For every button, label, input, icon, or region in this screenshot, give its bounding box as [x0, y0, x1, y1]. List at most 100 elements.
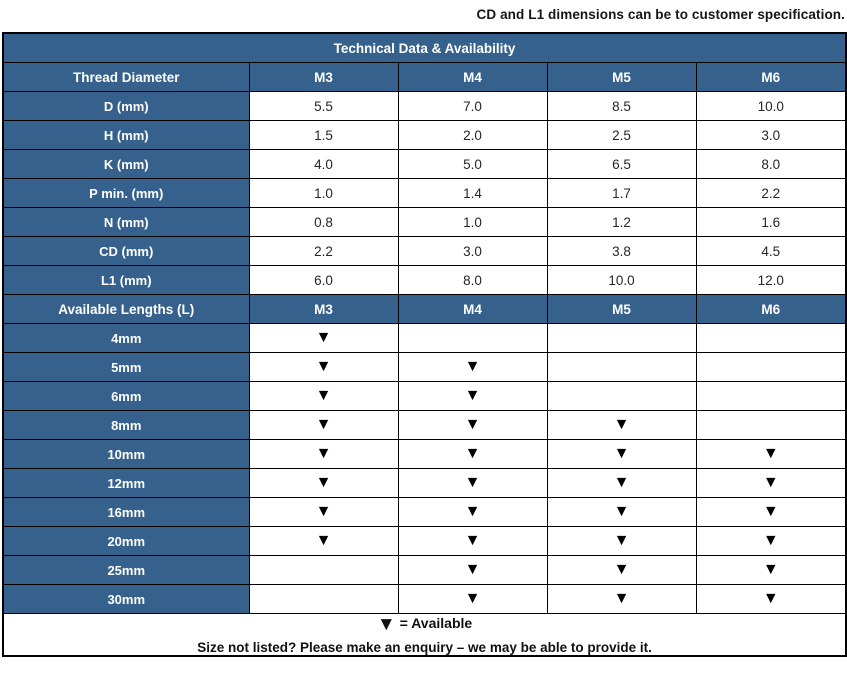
dim-row-label: N (mm): [2, 207, 250, 237]
column-header-m4: M4: [397, 294, 548, 324]
availability-cell: ▼: [695, 555, 847, 585]
availability-cell: [695, 381, 847, 411]
column-header-m6: M6: [695, 62, 847, 92]
availability-cell: [248, 584, 399, 614]
dim-value-cell: 10.0: [546, 265, 697, 295]
length-row-label: 25mm: [2, 555, 250, 585]
length-row-label: 6mm: [2, 381, 250, 411]
dim-header-row: Thread Diameter M3 M4 M5 M6: [2, 62, 847, 92]
dim-value-cell: 3.0: [397, 236, 548, 266]
table-title: Technical Data & Availability: [2, 32, 847, 63]
availability-cell: ▼: [397, 584, 548, 614]
column-header-m5: M5: [546, 62, 697, 92]
dim-value-cell: 2.0: [397, 120, 548, 150]
availability-cell: [695, 410, 847, 440]
availability-cell: [397, 323, 548, 353]
dim-value-cell: 7.0: [397, 91, 548, 121]
dim-value-cell: 2.2: [695, 178, 847, 208]
length-header-row: Available Lengths (L) M3 M4 M5 M6: [2, 294, 847, 324]
length-row-6mm: 6mm ▼ ▼: [2, 381, 847, 411]
available-lengths-header: Available Lengths (L): [2, 294, 250, 324]
dim-value-cell: 6.5: [546, 149, 697, 179]
length-row-label: 5mm: [2, 352, 250, 382]
availability-cell: ▼: [248, 381, 399, 411]
availability-cell: ▼: [546, 439, 697, 469]
column-header-m3: M3: [248, 294, 399, 324]
dim-value-cell: 8.0: [397, 265, 548, 295]
availability-cell: ▼: [248, 468, 399, 498]
availability-cell: ▼: [248, 410, 399, 440]
dim-row-l1: L1 (mm) 6.0 8.0 10.0 12.0: [2, 265, 847, 295]
dim-value-cell: 3.8: [546, 236, 697, 266]
dim-value-cell: 3.0: [695, 120, 847, 150]
technical-data-table: Technical Data & Availability Thread Dia…: [2, 32, 847, 657]
length-row-label: 4mm: [2, 323, 250, 353]
availability-cell: ▼: [397, 497, 548, 527]
availability-cell: ▼: [695, 526, 847, 556]
availability-cell: ▼: [695, 584, 847, 614]
column-header-m6: M6: [695, 294, 847, 324]
available-legend-text: = Available: [399, 615, 473, 631]
length-row-12mm: 12mm ▼ ▼ ▼ ▼: [2, 468, 847, 498]
dim-row-pmin: P min. (mm) 1.0 1.4 1.7 2.2: [2, 178, 847, 208]
dim-value-cell: 5.0: [397, 149, 548, 179]
dim-row-label: D (mm): [2, 91, 250, 121]
dim-row-label: CD (mm): [2, 236, 250, 266]
availability-cell: ▼: [248, 323, 399, 353]
length-row-label: 8mm: [2, 410, 250, 440]
dim-value-cell: 1.7: [546, 178, 697, 208]
dim-value-cell: 5.5: [248, 91, 399, 121]
length-row-30mm: 30mm ▼ ▼ ▼: [2, 584, 847, 614]
table-title-row: Technical Data & Availability: [2, 32, 847, 63]
availability-cell: ▼: [546, 584, 697, 614]
length-row-8mm: 8mm ▼ ▼ ▼: [2, 410, 847, 440]
dim-value-cell: 1.2: [546, 207, 697, 237]
available-legend: ▼ = Available: [4, 614, 845, 636]
length-row-label: 16mm: [2, 497, 250, 527]
dim-value-cell: 2.5: [546, 120, 697, 150]
dim-value-cell: 0.8: [248, 207, 399, 237]
dim-value-cell: 1.5: [248, 120, 399, 150]
length-row-label: 12mm: [2, 468, 250, 498]
dim-value-cell: 4.0: [248, 149, 399, 179]
dim-row-cd: CD (mm) 2.2 3.0 3.8 4.5: [2, 236, 847, 266]
availability-cell: [695, 352, 847, 382]
enquiry-note: Size not listed? Please make an enquiry …: [197, 640, 652, 655]
dim-value-cell: 1.0: [248, 178, 399, 208]
column-header-m5: M5: [546, 294, 697, 324]
length-row-5mm: 5mm ▼ ▼: [2, 352, 847, 382]
length-row-label: 10mm: [2, 439, 250, 469]
availability-cell: ▼: [546, 497, 697, 527]
dim-value-cell: 1.6: [695, 207, 847, 237]
dim-value-cell: 10.0: [695, 91, 847, 121]
length-row-16mm: 16mm ▼ ▼ ▼ ▼: [2, 497, 847, 527]
length-row-label: 30mm: [2, 584, 250, 614]
dim-row-label: P min. (mm): [2, 178, 250, 208]
thread-diameter-header: Thread Diameter: [2, 62, 250, 92]
top-note: CD and L1 dimensions can be to customer …: [476, 7, 845, 22]
dim-value-cell: 8.0: [695, 149, 847, 179]
availability-cell: ▼: [546, 526, 697, 556]
availability-cell: ▼: [695, 439, 847, 469]
availability-cell: ▼: [397, 555, 548, 585]
length-row-20mm: 20mm ▼ ▼ ▼ ▼: [2, 526, 847, 556]
dim-value-cell: 1.0: [397, 207, 548, 237]
availability-cell: ▼: [546, 555, 697, 585]
dim-value-cell: 1.4: [397, 178, 548, 208]
dim-row-h: H (mm) 1.5 2.0 2.5 3.0: [2, 120, 847, 150]
length-row-10mm: 10mm ▼ ▼ ▼ ▼: [2, 439, 847, 469]
length-row-label: 20mm: [2, 526, 250, 556]
dim-value-cell: 12.0: [695, 265, 847, 295]
available-triangle-icon: ▼: [376, 614, 396, 635]
dim-row-label: K (mm): [2, 149, 250, 179]
column-header-m3: M3: [248, 62, 399, 92]
dim-value-cell: 4.5: [695, 236, 847, 266]
availability-cell: [546, 381, 697, 411]
availability-cell: ▼: [695, 497, 847, 527]
dim-row-n: N (mm) 0.8 1.0 1.2 1.6: [2, 207, 847, 237]
availability-cell: ▼: [248, 497, 399, 527]
dim-row-label: L1 (mm): [2, 265, 250, 295]
dim-row-k: K (mm) 4.0 5.0 6.5 8.0: [2, 149, 847, 179]
dim-value-cell: 6.0: [248, 265, 399, 295]
availability-cell: ▼: [248, 352, 399, 382]
